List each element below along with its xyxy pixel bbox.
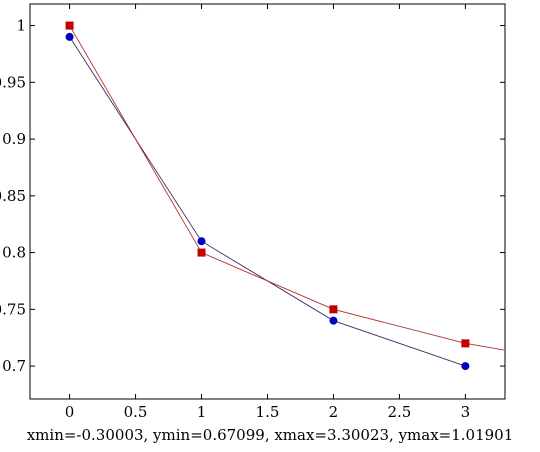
axis-limits-caption: xmin=-0.30003, ymin=0.67099, xmax=3.3002…: [26, 426, 514, 444]
x-tick-label: 1.5: [256, 403, 280, 421]
y-tick-label: 0.95: [0, 73, 26, 91]
y-tick-label: 0.7: [2, 357, 26, 375]
y-tick-label: 0.85: [0, 187, 26, 205]
series-2-point: [65, 21, 74, 30]
x-tick-label: 2.5: [387, 403, 411, 421]
y-tick-label: 0.9: [2, 130, 26, 148]
x-tick-label: 0: [65, 403, 75, 421]
series-1-point: [461, 362, 470, 371]
y-axis-ticks: 0.7 0.75 0.8 0.85 0.9 0.95 1: [0, 17, 505, 375]
series-2-point: [197, 248, 206, 257]
line-chart: 0 0.5 1 1.5 2 2.5 3 0.7 0.75 0.8 0.85 0.9 0.95 1: [0, 3, 506, 421]
y-tick-label: 1: [16, 17, 26, 35]
series-2-point: [329, 305, 338, 314]
plot-frame: [29, 3, 506, 400]
series-lines: [69, 25, 505, 367]
x-tick-label: 1: [197, 403, 207, 421]
x-tick-label: 0.5: [124, 403, 148, 421]
series-1-point: [329, 316, 338, 325]
series-2-point: [461, 339, 470, 348]
x-tick-label: 3: [461, 403, 471, 421]
series-line-1: [69, 36, 466, 367]
y-tick-label: 0.8: [2, 244, 26, 262]
x-axis-ticks: 0 0.5 1 1.5 2 2.5 3: [65, 4, 470, 421]
series-1-point: [65, 32, 74, 41]
series-markers: [65, 21, 470, 371]
series-1-point: [197, 237, 206, 246]
series-line-2: [69, 25, 505, 351]
y-tick-label: 0.75: [0, 300, 26, 318]
x-tick-label: 2: [329, 403, 339, 421]
